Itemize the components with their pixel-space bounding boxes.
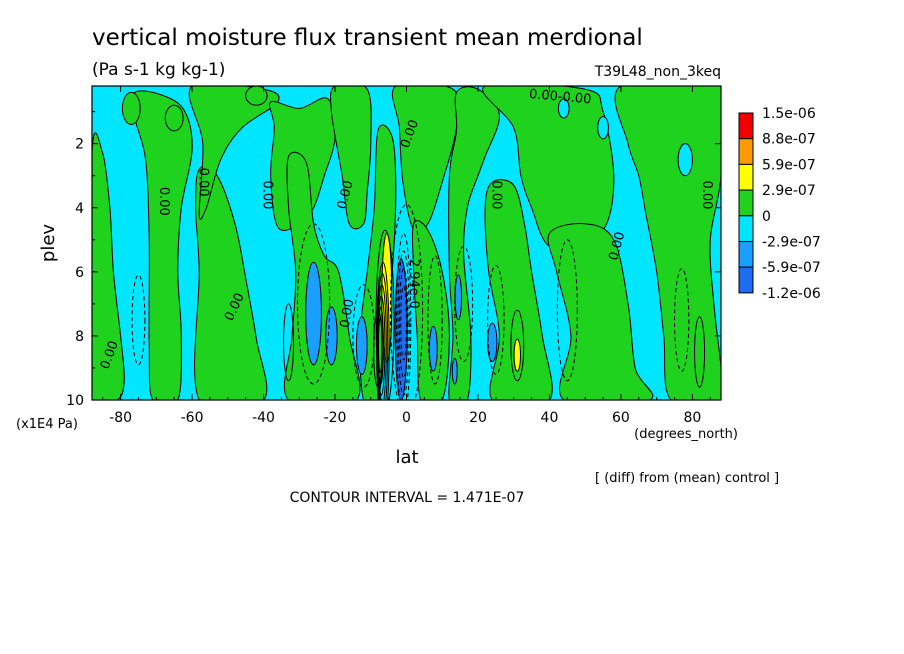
x-tick-label: -80 bbox=[109, 410, 132, 426]
x-tick-label: 40 bbox=[541, 410, 559, 426]
colorbar-label: 5.9e-07 bbox=[762, 157, 816, 173]
contour-region-pos bbox=[484, 179, 553, 400]
negative-contour-line bbox=[296, 223, 331, 385]
contour-patch-neg_mid bbox=[325, 306, 338, 366]
contour-region-pos bbox=[614, 86, 721, 400]
diff-note: [ (diff) from (mean) control ] bbox=[595, 471, 779, 486]
colorbar-swatch bbox=[738, 112, 754, 140]
colorbar-swatch bbox=[738, 138, 754, 165]
contour-region-pos bbox=[194, 166, 268, 400]
y-axis-units: (x1E4 Pa) bbox=[16, 417, 78, 432]
colorbar-swatch bbox=[738, 189, 754, 217]
y-tick-label: 4 bbox=[75, 201, 84, 217]
contour-patch-pos bbox=[164, 104, 184, 132]
contour-region-pos bbox=[448, 86, 500, 400]
x-tick-label: -20 bbox=[324, 410, 347, 426]
contour-patch-neg_mid bbox=[428, 325, 438, 372]
x-tick-label: 80 bbox=[683, 410, 701, 426]
colorbar-label: 2.9e-07 bbox=[762, 183, 816, 199]
x-axis-units: (degrees_north) bbox=[634, 427, 738, 442]
contour-patch-yellow bbox=[513, 338, 522, 372]
x-tick-label: 60 bbox=[612, 410, 630, 426]
colorbar-label: -2.9e-07 bbox=[762, 235, 821, 251]
colorbar-label: -1.2e-06 bbox=[762, 286, 821, 302]
positive-contour-line bbox=[694, 316, 706, 388]
contour-label: -2.94e-0 bbox=[406, 254, 421, 309]
contour-patch-bg bbox=[597, 115, 609, 140]
negative-contour-line bbox=[389, 204, 424, 400]
positive-contour-line bbox=[510, 309, 525, 382]
contour-patch-neg_mid bbox=[487, 322, 498, 363]
contour-label: 0.00 bbox=[335, 179, 357, 211]
contour-label: 0.00-0.00 bbox=[528, 87, 592, 107]
contour-label: 0.00 bbox=[488, 180, 503, 209]
colorbar-label: 8.8e-07 bbox=[762, 132, 816, 148]
colorbar-swatch bbox=[738, 215, 754, 243]
colorbar-swatch bbox=[738, 163, 754, 191]
y-axis-label: plev bbox=[38, 224, 59, 263]
colorbar-label: 1.5e-06 bbox=[762, 106, 816, 122]
x-tick-label: -60 bbox=[181, 410, 204, 426]
positive-contour-line bbox=[283, 303, 295, 382]
contour-patch-pos bbox=[121, 91, 141, 125]
colorbar-swatch bbox=[738, 241, 754, 268]
negative-contour-line bbox=[427, 255, 443, 385]
colorbar-legend: 1.5e-06 8.8e-07 5.9e-07 2.9e-07 0 -2.9e-07 -5.… bbox=[738, 106, 821, 302]
positive-contour-line bbox=[376, 261, 390, 400]
negative-contour-line bbox=[487, 264, 505, 375]
contour-patch-neg_mid bbox=[355, 316, 368, 375]
y-tick-label: 6 bbox=[75, 265, 84, 281]
y-tick-label: 10 bbox=[66, 393, 84, 409]
y-tick-label: 2 bbox=[75, 137, 84, 153]
contour-patch-neg_strong bbox=[394, 258, 408, 400]
contour-region-pos bbox=[188, 86, 280, 220]
colorbar-label: 0 bbox=[762, 209, 771, 225]
contour-label: 0.00 bbox=[338, 298, 358, 329]
chart-title: vertical moisture flux transient mean me… bbox=[92, 25, 643, 51]
y-tick-label: 8 bbox=[75, 329, 84, 345]
colorbar-swatch bbox=[738, 266, 754, 294]
x-axis-label: lat bbox=[395, 447, 418, 468]
contour-patch-neg_mid bbox=[451, 357, 458, 385]
contour-patch-pos bbox=[245, 86, 268, 106]
contour-patch-neg_mid bbox=[454, 274, 463, 321]
contour-region-pos bbox=[547, 223, 654, 400]
negative-contour-line bbox=[400, 285, 407, 361]
negative-contour-line bbox=[397, 250, 410, 396]
contour-patch-bg bbox=[557, 98, 570, 119]
contour-patch-neg_mid bbox=[305, 261, 322, 366]
negative-contour-line bbox=[674, 268, 690, 372]
run-label: T39L48_non_3keq bbox=[594, 64, 721, 80]
negative-contour-line bbox=[556, 239, 578, 382]
contour-label: 0.00 bbox=[260, 180, 275, 209]
chart-units: (Pa s-1 kg kg-1) bbox=[92, 60, 225, 80]
contour-label: 0.00 bbox=[606, 230, 628, 262]
negative-contour-line bbox=[131, 274, 146, 366]
x-tick-label: -40 bbox=[252, 410, 275, 426]
contour-label: 0.00 bbox=[156, 187, 171, 216]
contour-label: 0.00 bbox=[195, 168, 210, 197]
contour-region-pos bbox=[411, 220, 450, 400]
contour-patch-bg bbox=[677, 143, 693, 177]
positive-contour-line bbox=[375, 229, 395, 400]
contour-region-pos bbox=[131, 90, 193, 400]
colorbar-label: -5.9e-07 bbox=[762, 260, 821, 276]
contour-region-pos bbox=[92, 132, 125, 400]
negative-contour-line bbox=[398, 268, 409, 379]
negative-contour-line bbox=[454, 245, 474, 363]
x-tick-label: 0 bbox=[402, 410, 411, 426]
contour-interval: CONTOUR INTERVAL = 1.471E-07 bbox=[290, 490, 525, 506]
negative-contour-line bbox=[395, 232, 412, 400]
plot-area: 0.000.000.000.000.000.000.000.000.000.00… bbox=[92, 86, 721, 400]
contour-label: 0.00 bbox=[699, 180, 714, 209]
x-tick-label: 20 bbox=[469, 410, 487, 426]
contour-region-pos bbox=[330, 86, 372, 230]
